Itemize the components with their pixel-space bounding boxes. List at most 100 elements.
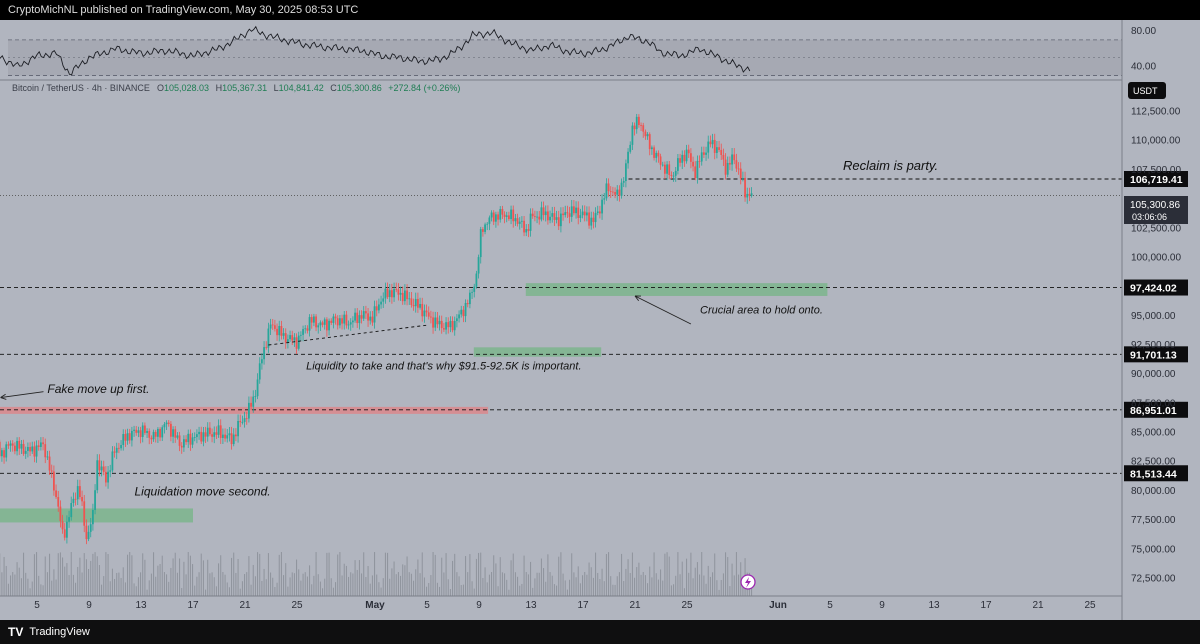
candle-body (243, 418, 246, 423)
candle-body (423, 310, 426, 317)
candle-body (458, 314, 460, 319)
candle-body (616, 189, 619, 195)
candle-body (0, 450, 3, 457)
candle-body (722, 155, 725, 160)
candle-body (414, 298, 417, 307)
candle-body (471, 291, 473, 293)
volume-bar (417, 559, 419, 596)
volume-bar (358, 560, 360, 596)
candle-body (447, 322, 450, 328)
candle-body (668, 164, 671, 175)
volume-bar (352, 573, 354, 596)
volume-bar (601, 568, 603, 596)
candle-body (100, 466, 103, 471)
volume-bar (263, 568, 265, 596)
volume-bar (88, 568, 90, 596)
candle-body (412, 304, 415, 307)
y-tick-label: 100,000.00 (1131, 252, 1181, 263)
annotation-text: Fake move up first. (47, 382, 149, 396)
volume-bar (172, 558, 174, 596)
volume-bar (296, 559, 298, 596)
candle-body (144, 425, 146, 433)
candle-body (531, 213, 534, 217)
candle-body (473, 286, 476, 292)
volume-bar (306, 576, 308, 596)
candle-body (304, 328, 307, 330)
volume-bar (118, 572, 120, 596)
candle-body (230, 433, 233, 445)
candle-body (512, 209, 515, 222)
volume-bar (536, 572, 538, 596)
candle-body (332, 316, 335, 323)
candle-body (14, 445, 16, 452)
volume-bar (265, 579, 267, 596)
candle-body (163, 424, 166, 428)
candle-body (425, 310, 428, 313)
candle-body (514, 218, 517, 222)
candle-body (601, 199, 603, 214)
candle-body (213, 432, 216, 437)
price-axis[interactable]: 72,500.00 75,000.00 77,500.00 80,000.00 82,5… (1131, 107, 1181, 585)
y-tick-label: 82,500.00 (1131, 457, 1176, 468)
candle-body (280, 326, 283, 336)
candle-body (501, 209, 504, 215)
candle-body (209, 427, 211, 435)
chart-canvas[interactable]: 80.00 40.00 106,719.41 97,424.02 91,701.13 8… (0, 0, 1200, 620)
candle-body (137, 430, 140, 433)
candle-body (672, 175, 675, 177)
candle-body (133, 429, 135, 431)
volume-bar (96, 556, 98, 596)
volume-bar (252, 564, 254, 596)
volume-bar (569, 579, 571, 596)
volume-bar (666, 552, 668, 596)
candle-body (440, 320, 443, 329)
volume-bar (501, 572, 503, 596)
candle-body (276, 328, 278, 336)
candle-body (599, 211, 601, 214)
volume-bar (55, 579, 57, 596)
volume-bar (495, 563, 497, 596)
time-axis[interactable]: 5 9 13 17 21 25 May 5 9 13 17 21 25 Jun 5 9 13 17 21 25 (34, 600, 1096, 611)
candle-body (92, 510, 94, 525)
candle-body (211, 434, 213, 437)
volume-bar (79, 557, 81, 596)
volume-bar (107, 554, 109, 596)
volume-bar (222, 572, 224, 596)
candle-body (516, 218, 519, 224)
volume-bar (484, 567, 486, 596)
candle-body (713, 139, 716, 153)
volume-bar (694, 567, 696, 596)
volume-bar (42, 585, 44, 596)
currency-badge[interactable]: USDT (1128, 82, 1166, 99)
candle-body (469, 292, 471, 305)
lightning-icon[interactable] (740, 574, 756, 590)
candle-body (267, 328, 270, 348)
volume-bar (215, 586, 217, 596)
candle-body (310, 317, 313, 323)
volume-bar (423, 577, 425, 596)
candle-body (165, 422, 168, 425)
candle-body (750, 193, 753, 196)
volume-bar (475, 558, 477, 596)
volume-bar (410, 573, 412, 596)
volume-bar (16, 562, 18, 596)
candle-body (430, 316, 432, 318)
candle-body (157, 428, 159, 437)
volume-bar (599, 579, 601, 596)
candle-body (53, 471, 55, 491)
candle-body (438, 320, 441, 325)
candle-body (456, 318, 458, 322)
volume-bar (224, 574, 226, 596)
volume-bar (272, 577, 274, 596)
volume-bar (692, 578, 694, 596)
volume-bar (506, 579, 508, 596)
x-tick-label: 25 (291, 600, 303, 611)
tradingview-brand[interactable]: TV TradingView (8, 625, 90, 639)
volume-bar (590, 567, 592, 596)
volume-bar (517, 576, 519, 596)
volume-bar (675, 575, 677, 596)
volume-bar (534, 578, 536, 596)
candle-body (395, 288, 398, 290)
candle-body (570, 206, 573, 217)
